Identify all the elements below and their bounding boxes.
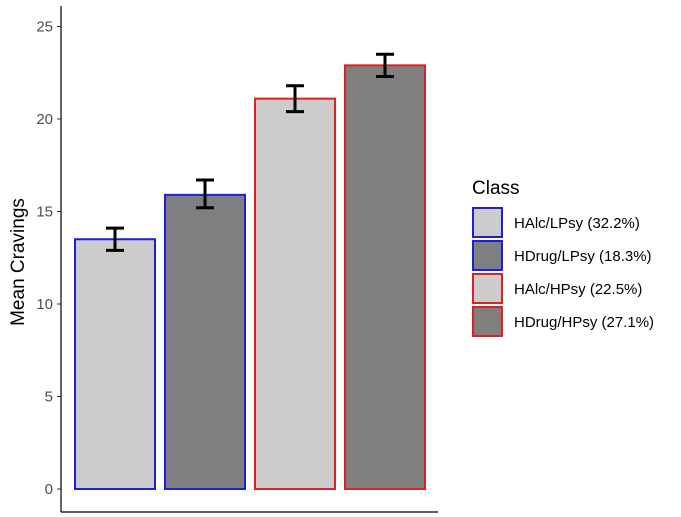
legend-item: HAlc/LPsy (32.2%) [472, 207, 640, 238]
y-axis-ticks: 0 5 10 15 20 25 [36, 19, 61, 498]
legend-label: HAlc/HPsy (22.5%) [514, 281, 642, 298]
y-axis-title: Mean Cravings [8, 198, 29, 326]
y-tick-label: 15 [36, 204, 53, 221]
legend-label: HDrug/HPsy (27.1%) [514, 314, 654, 331]
y-tick-label: 10 [36, 296, 53, 313]
legend-swatch [472, 306, 503, 337]
error-bar [286, 84, 304, 114]
bars [74, 64, 426, 491]
y-tick-label: 25 [36, 19, 53, 36]
error-bar [376, 52, 394, 78]
legend-label: HDrug/LPsy (18.3%) [514, 248, 652, 265]
legend-swatch [472, 273, 503, 304]
bar [164, 193, 246, 490]
legend-item: HAlc/HPsy (22.5%) [472, 273, 642, 304]
y-tick-label: 20 [36, 111, 53, 128]
error-bar [196, 178, 214, 210]
legend-swatch [472, 240, 503, 271]
bar [254, 97, 336, 491]
legend-label: HAlc/LPsy (32.2%) [514, 215, 640, 232]
y-tick-label: 5 [45, 389, 53, 406]
error-bar [106, 226, 124, 252]
legend-item: HDrug/HPsy (27.1%) [472, 306, 654, 337]
bar [344, 64, 426, 490]
legend-title: Class [472, 178, 520, 199]
legend: Class HAlc/LPsy (32.2%) HDrug/LPsy (18.3%… [472, 178, 654, 337]
bar [74, 238, 156, 490]
legend-item: HDrug/LPsy (18.3%) [472, 240, 652, 271]
y-tick-label: 0 [45, 481, 53, 498]
error-bars [106, 52, 394, 252]
legend-swatch [472, 207, 503, 238]
